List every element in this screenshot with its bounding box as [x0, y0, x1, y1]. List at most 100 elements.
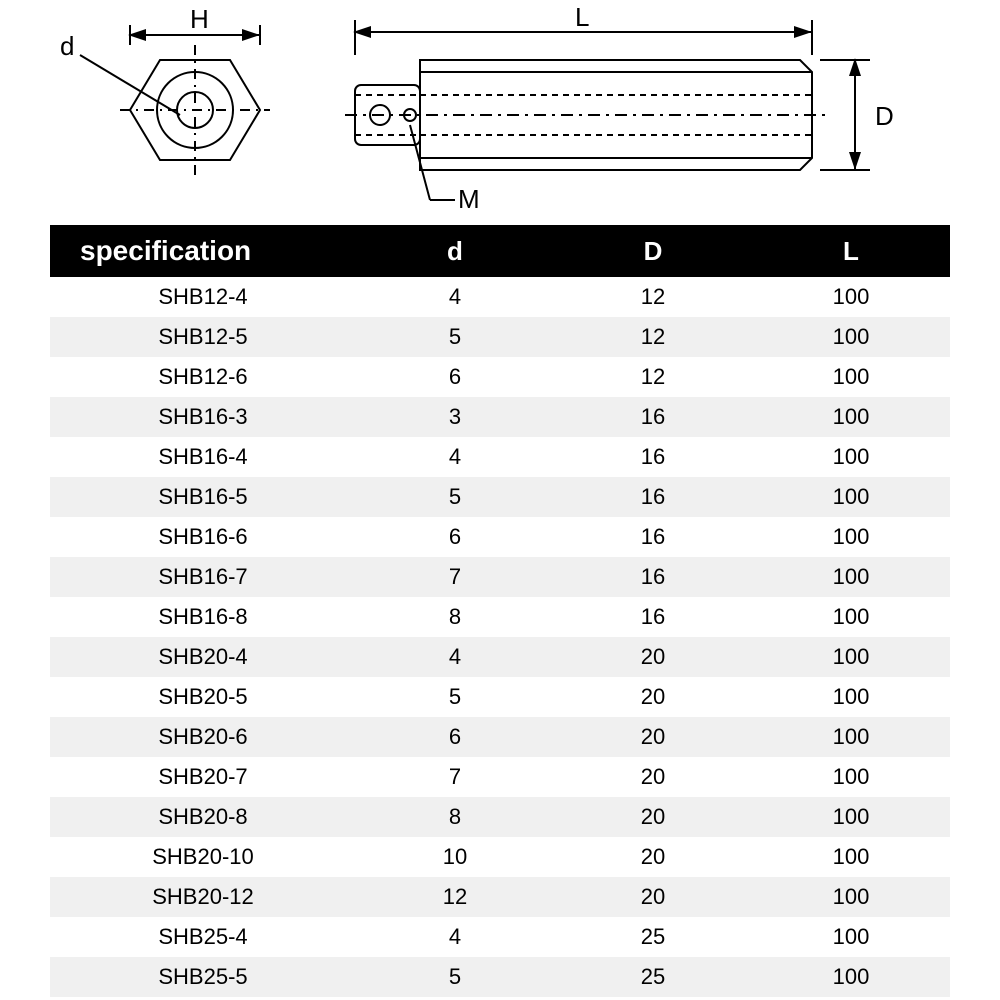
- table-row: SHB20-7720100: [50, 757, 950, 797]
- col-L: L: [752, 225, 950, 277]
- table-cell: 100: [752, 597, 950, 637]
- label-D: D: [875, 101, 894, 131]
- table-cell: 20: [554, 797, 752, 837]
- col-D: D: [554, 225, 752, 277]
- table-cell: 100: [752, 277, 950, 317]
- label-H: H: [190, 4, 209, 34]
- table-cell: 7: [356, 757, 554, 797]
- table-cell: 5: [356, 677, 554, 717]
- table-cell: 6: [356, 357, 554, 397]
- table-cell: 25: [554, 957, 752, 997]
- label-L: L: [575, 2, 589, 32]
- table-row: SHB16-8816100: [50, 597, 950, 637]
- table-cell: SHB20-10: [50, 837, 356, 877]
- table-row: SHB16-3316100: [50, 397, 950, 437]
- table-cell: SHB25-5: [50, 957, 356, 997]
- table-cell: SHB12-4: [50, 277, 356, 317]
- table-cell: 6: [356, 517, 554, 557]
- table-cell: SHB20-4: [50, 637, 356, 677]
- table-cell: 20: [554, 837, 752, 877]
- table-cell: SHB16-8: [50, 597, 356, 637]
- table-row: SHB16-7716100: [50, 557, 950, 597]
- table-cell: 20: [554, 717, 752, 757]
- table-cell: 100: [752, 357, 950, 397]
- table-cell: SHB20-12: [50, 877, 356, 917]
- table-cell: 4: [356, 917, 554, 957]
- table-cell: 4: [356, 277, 554, 317]
- table-cell: SHB16-3: [50, 397, 356, 437]
- table-cell: 100: [752, 397, 950, 437]
- table-cell: 8: [356, 797, 554, 837]
- table-row: SHB16-4416100: [50, 437, 950, 477]
- table-cell: 8: [356, 597, 554, 637]
- table-cell: 100: [752, 677, 950, 717]
- technical-diagram: H d: [0, 0, 1000, 225]
- table-cell: 12: [554, 317, 752, 357]
- table-row: SHB20-8820100: [50, 797, 950, 837]
- table-row: SHB12-5512100: [50, 317, 950, 357]
- table-cell: 5: [356, 957, 554, 997]
- table-cell: 100: [752, 757, 950, 797]
- table-cell: SHB16-5: [50, 477, 356, 517]
- table-row: SHB25-4425100: [50, 917, 950, 957]
- table-cell: 100: [752, 477, 950, 517]
- table-cell: 100: [752, 917, 950, 957]
- table-row: SHB16-5516100: [50, 477, 950, 517]
- table-cell: 5: [356, 317, 554, 357]
- table-row: SHB20-121220100: [50, 877, 950, 917]
- table-row: SHB20-101020100: [50, 837, 950, 877]
- table-row: SHB16-6616100: [50, 517, 950, 557]
- table-row: SHB20-6620100: [50, 717, 950, 757]
- table-row: SHB25-5525100: [50, 957, 950, 997]
- table-cell: 20: [554, 637, 752, 677]
- table-cell: 4: [356, 437, 554, 477]
- table-cell: 100: [752, 837, 950, 877]
- table-cell: SHB16-7: [50, 557, 356, 597]
- table-cell: 16: [554, 597, 752, 637]
- table-cell: 6: [356, 717, 554, 757]
- table-cell: 5: [356, 477, 554, 517]
- table-cell: 100: [752, 957, 950, 997]
- table-row: SHB12-4412100: [50, 277, 950, 317]
- table-cell: 10: [356, 837, 554, 877]
- table-cell: SHB16-4: [50, 437, 356, 477]
- table-header-row: specification d D L: [50, 225, 950, 277]
- label-d: d: [60, 31, 74, 61]
- table-cell: 25: [554, 917, 752, 957]
- table-cell: 100: [752, 517, 950, 557]
- table-cell: 4: [356, 637, 554, 677]
- table-cell: 20: [554, 757, 752, 797]
- table-cell: 12: [356, 877, 554, 917]
- table-cell: 16: [554, 437, 752, 477]
- table-cell: SHB16-6: [50, 517, 356, 557]
- table-row: SHB12-6612100: [50, 357, 950, 397]
- table-row: SHB20-5520100: [50, 677, 950, 717]
- table-cell: 100: [752, 877, 950, 917]
- spec-table-container: specification d D L SHB12-4412100SHB12-5…: [50, 225, 950, 997]
- table-cell: SHB12-6: [50, 357, 356, 397]
- table-cell: 100: [752, 557, 950, 597]
- table-cell: 7: [356, 557, 554, 597]
- table-cell: 16: [554, 517, 752, 557]
- table-cell: 20: [554, 677, 752, 717]
- col-spec: specification: [50, 225, 356, 277]
- spec-table: specification d D L SHB12-4412100SHB12-5…: [50, 225, 950, 997]
- table-cell: 12: [554, 277, 752, 317]
- table-cell: 100: [752, 797, 950, 837]
- table-cell: 100: [752, 317, 950, 357]
- table-cell: SHB25-4: [50, 917, 356, 957]
- table-cell: 3: [356, 397, 554, 437]
- table-cell: 100: [752, 717, 950, 757]
- table-cell: SHB12-5: [50, 317, 356, 357]
- table-cell: 16: [554, 397, 752, 437]
- col-d: d: [356, 225, 554, 277]
- table-cell: 100: [752, 437, 950, 477]
- table-cell: 12: [554, 357, 752, 397]
- table-cell: 16: [554, 477, 752, 517]
- table-cell: SHB20-6: [50, 717, 356, 757]
- table-cell: SHB20-7: [50, 757, 356, 797]
- label-M: M: [458, 184, 480, 214]
- table-cell: 20: [554, 877, 752, 917]
- table-cell: SHB20-5: [50, 677, 356, 717]
- table-cell: SHB20-8: [50, 797, 356, 837]
